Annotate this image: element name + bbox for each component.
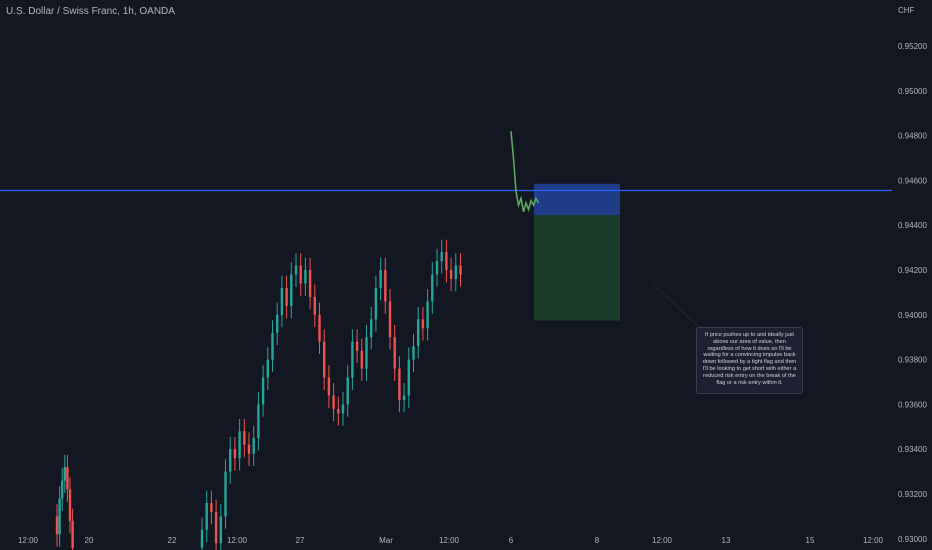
price-tick-label: 0.93000 (898, 535, 927, 544)
currency-label: CHF (898, 6, 915, 15)
candle-body (337, 408, 340, 414)
candle-body (445, 252, 448, 270)
candle-body (323, 341, 326, 378)
candle-body (205, 503, 208, 530)
time-tick-label: Mar (379, 536, 393, 545)
candle-body (355, 341, 359, 351)
time-scale[interactable]: 12:00 20 22 12:00 27 Mar 12:00 6 8 12:00 13 15 12:00 (18, 536, 884, 545)
candle-body (61, 480, 64, 499)
time-tick-label: 13 (722, 536, 731, 545)
candle-body (360, 350, 363, 369)
candle-body (449, 270, 453, 279)
price-tick-label: 0.95000 (898, 87, 927, 96)
candle-body (210, 503, 213, 512)
price-tick-label: 0.93400 (898, 445, 927, 454)
candle-body (402, 395, 406, 400)
annotation-note[interactable]: If price pushes up to and ideally just a… (696, 327, 803, 395)
candle-body (374, 288, 378, 320)
time-tick-label: 12:00 (652, 536, 673, 545)
time-tick-label: 6 (509, 536, 514, 545)
time-tick-label: 12:00 (18, 536, 39, 545)
candle-body (341, 404, 345, 414)
candle-body (294, 265, 298, 275)
candle-body (313, 296, 316, 315)
candle-body (238, 431, 241, 459)
candle-body (276, 314, 279, 333)
candle-body (214, 511, 218, 544)
candle-body (229, 449, 232, 472)
candle-body (407, 359, 410, 396)
time-tick-label: 27 (296, 536, 305, 545)
candle-body (304, 270, 307, 284)
candle-body (219, 516, 222, 544)
candle-body (327, 377, 331, 396)
candle-body (346, 377, 349, 405)
candle-body (257, 404, 260, 438)
candle-body (63, 467, 66, 481)
candle-body (435, 261, 439, 275)
candle-body (290, 274, 293, 306)
candle-body (280, 288, 284, 315)
candle-body (421, 319, 425, 329)
time-tick-label: 12:00 (863, 536, 884, 545)
candle-body (247, 444, 251, 454)
candle-body (271, 332, 274, 360)
candle-body (412, 346, 415, 360)
candle-body (252, 438, 255, 454)
candle-body (393, 337, 396, 369)
price-tick-label: 0.94400 (898, 221, 927, 230)
candle-body (68, 489, 72, 521)
time-tick-label: 8 (595, 536, 600, 545)
candle-body (55, 516, 59, 535)
candle-body (233, 449, 237, 459)
time-tick-label: 15 (806, 536, 815, 545)
time-tick-label: 20 (85, 536, 94, 545)
price-tick-label: 0.94600 (898, 177, 927, 186)
candle-body (66, 467, 69, 490)
candle-body (200, 529, 204, 548)
price-tick-label: 0.94200 (898, 266, 927, 275)
candle-body (388, 301, 392, 338)
price-tick-label: 0.93800 (898, 356, 927, 365)
price-tick-label: 0.94800 (898, 132, 927, 141)
candle-body (454, 265, 457, 279)
candle-body (224, 471, 227, 517)
candle-body (398, 368, 401, 400)
candle-body (318, 314, 321, 342)
price-tick-label: 0.93200 (898, 490, 927, 499)
symbol-title: U.S. Dollar / Swiss Franc, 1h, OANDA (6, 6, 175, 17)
candle-body (299, 265, 302, 284)
candle-body (332, 395, 335, 409)
candle-body (58, 498, 61, 535)
price-tick-label: 0.94000 (898, 311, 927, 320)
candle-body (266, 359, 269, 378)
candle-body (384, 270, 387, 302)
price-scale[interactable]: 0.95200 0.95000 0.94800 0.94600 0.94400 0.942… (898, 42, 927, 544)
candle-body (440, 252, 443, 262)
time-tick-label: 12:00 (439, 536, 460, 545)
candle-body (365, 337, 368, 369)
price-tick-label: 0.95200 (898, 42, 927, 51)
annotation-pointer (651, 282, 701, 329)
time-tick-label: 22 (168, 536, 177, 545)
projection-path (510, 131, 540, 213)
candle-body (417, 319, 420, 347)
candle-body (243, 431, 246, 445)
candle-body (370, 319, 373, 338)
take-profit-zone[interactable] (534, 215, 620, 321)
stop-loss-zone[interactable] (534, 183, 620, 216)
candle-body (308, 270, 312, 297)
candle-body (379, 270, 382, 288)
candle-body (459, 265, 462, 275)
candle-body (426, 301, 429, 329)
price-tick-label: 0.93600 (898, 400, 927, 409)
candle-body (261, 377, 265, 405)
candle-body (351, 341, 354, 378)
time-tick-label: 12:00 (227, 536, 248, 545)
candle-body (285, 288, 288, 306)
candle-body (431, 274, 434, 302)
candle-body (71, 520, 74, 548)
candles-layer (55, 239, 462, 550)
